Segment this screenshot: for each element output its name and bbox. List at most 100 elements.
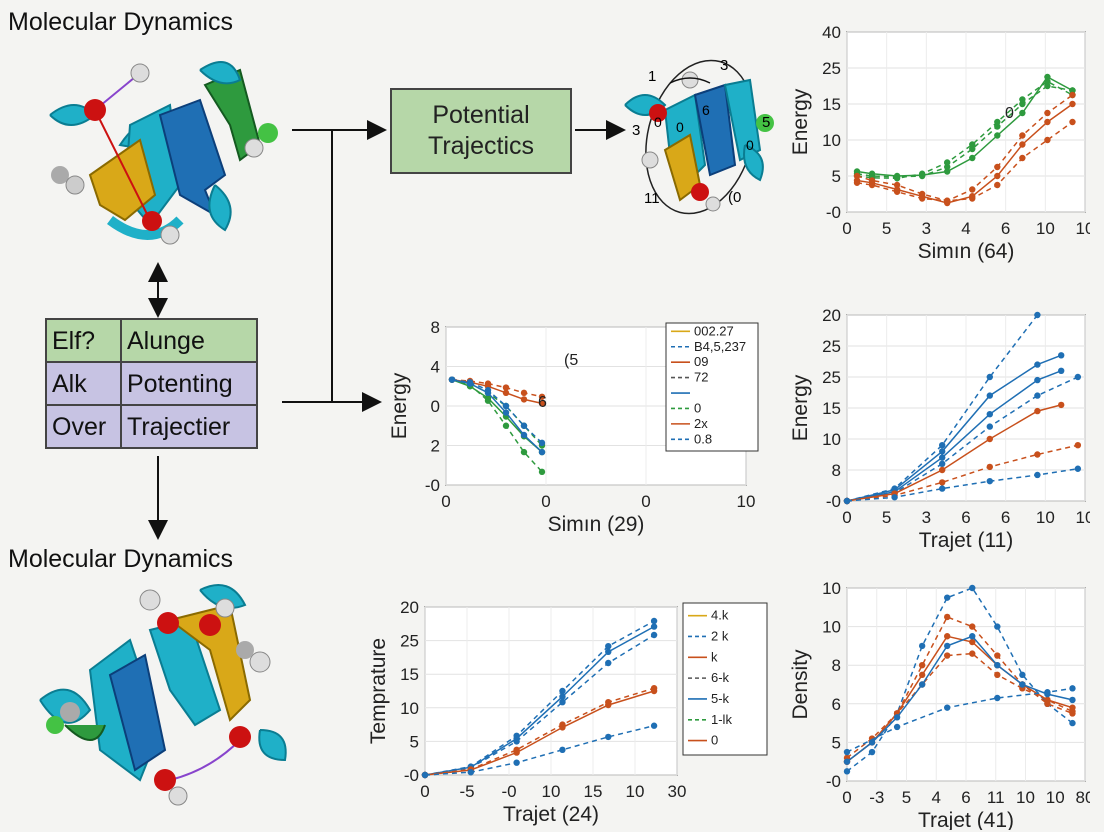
legend-entry: 2x [694,416,708,431]
table-cell: Trajectier [120,404,258,449]
data-point [944,163,951,171]
data-point [513,738,520,745]
table-cell: Alk [45,361,122,406]
data-point [868,170,876,177]
x-tick-label: -3 [869,788,884,807]
protein-label-5: 0 [676,119,684,135]
data-point [605,733,612,741]
data-point [994,671,1001,679]
y-tick-label: -0 [826,492,841,511]
data-point [1019,96,1026,103]
data-point [918,662,926,669]
x-tick-label: 5 [882,508,891,527]
x-tick-label: 0 [541,492,550,511]
y-tick-label: 5 [832,733,841,752]
data-point [1069,100,1076,108]
data-point [994,172,1001,180]
legend-entry: B4,5,237 [694,339,746,354]
data-point [1074,442,1082,449]
protein-label-1: 1 [648,68,656,85]
data-point [1069,118,1076,126]
y-tick-label: -0 [404,766,419,785]
data-point [994,181,1001,189]
x-tick-label: 0 [842,508,851,527]
y-tick-label: 20 [400,598,419,617]
series-line [846,635,1073,763]
y-axis-label: Density [789,649,812,720]
y-tick-label: 15 [822,95,841,114]
legend-entry: 6-k [711,670,730,685]
y-tick-label: 15 [400,665,419,684]
y-tick-label: 5 [410,732,419,751]
data-point [1069,91,1076,99]
data-point [513,749,520,756]
x-tick-label: 6 [961,788,970,807]
data-point [944,159,951,166]
chart-legend [665,322,759,452]
y-tick-label: -0 [425,476,440,495]
legend-entry: k [711,649,718,664]
data-point [1044,109,1051,117]
x-tick-label: 10 [1046,788,1065,807]
protein-label-4: 3 [632,122,640,139]
y-tick-label: 10 [400,699,419,718]
data-point [893,181,901,189]
data-point [1034,451,1041,458]
data-point [969,186,976,193]
legend-entry: 09 [694,354,708,369]
data-point [1044,696,1051,704]
x-tick-label: 6 [1001,508,1010,527]
x-tick-label: 10 [626,782,645,801]
x-tick-label: 10 [1076,219,1090,238]
data-point [502,389,510,397]
y-tick-label: 10 [822,618,841,637]
data-point [1044,136,1051,144]
table-row: Over Trajectier [45,404,258,449]
data-point [448,376,456,383]
data-point [969,650,976,657]
x-tick-label: 0 [641,492,650,511]
data-point [1044,82,1051,90]
protein-label-9: (0 [728,189,741,206]
table-cell: Alunge [120,318,258,363]
protein-label-7: 5 [762,114,770,131]
y-tick-label: 10 [822,131,841,150]
data-point [944,168,951,175]
data-point [605,659,612,667]
data-point [1069,719,1076,727]
data-point [893,714,901,721]
data-point [969,193,976,200]
data-point [843,768,851,775]
y-tick-label: 8 [832,461,841,480]
data-point [513,759,520,766]
data-point [969,584,976,592]
data-point [939,448,946,455]
protein-label-3: 0 [654,114,662,130]
data-point [650,617,658,625]
x-tick-label: 10 [1016,788,1035,807]
data-point [538,393,546,400]
protein-label-2: 3 [720,57,728,74]
series-line [846,404,1062,502]
data-point [520,389,528,397]
data-point [994,662,1001,669]
y-tick-label: 4 [431,358,440,377]
data-point [502,409,510,416]
data-point [520,431,528,439]
data-point [939,466,946,474]
data-point [650,687,658,695]
legend-entry: 2 k [711,628,729,643]
data-point [1019,671,1026,679]
data-point [918,171,926,179]
data-point [1019,681,1026,688]
x-axis-label: Trajet (41) [918,809,1014,830]
x-axis-label: Simın (29) [548,513,645,536]
x-tick-label: 15 [584,782,603,801]
data-point [986,477,993,485]
data-point [1069,87,1076,94]
data-point [891,494,898,501]
series-line [846,468,1079,502]
